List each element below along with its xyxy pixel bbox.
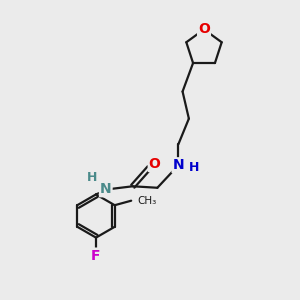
Text: O: O: [149, 157, 161, 171]
Text: N: N: [172, 158, 184, 172]
Text: F: F: [91, 249, 101, 262]
Text: H: H: [189, 161, 199, 174]
Text: CH₃: CH₃: [138, 196, 157, 206]
Text: H: H: [86, 171, 97, 184]
Text: N: N: [100, 182, 112, 196]
Text: O: O: [198, 22, 210, 36]
